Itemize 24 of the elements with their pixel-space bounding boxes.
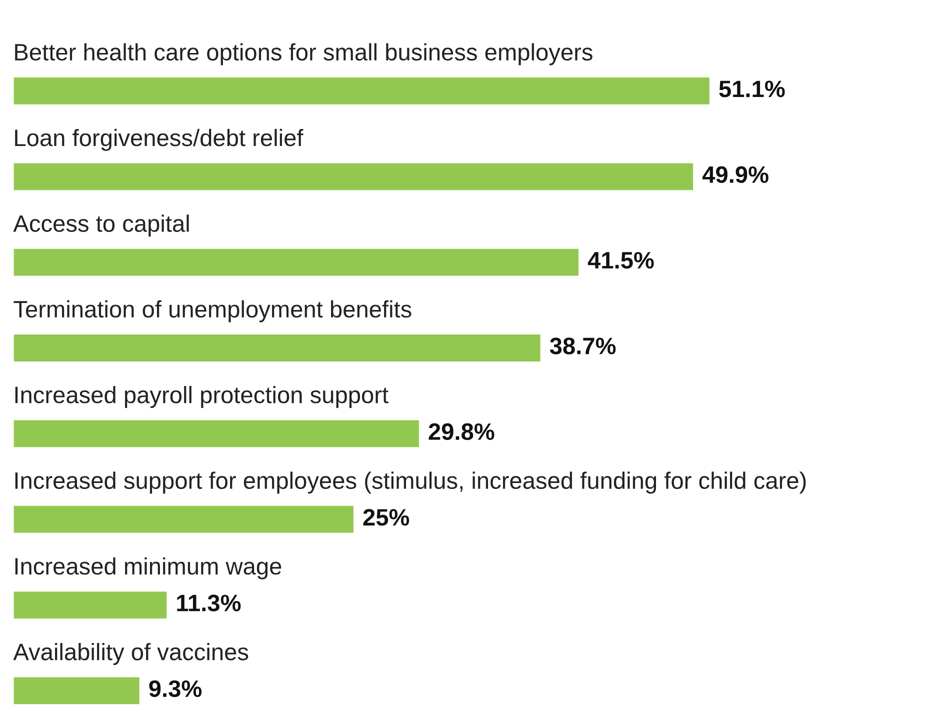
y-tick-label: Availability of vaccines bbox=[13, 643, 248, 666]
bar bbox=[13, 333, 542, 363]
y-tick-label: Access to capital bbox=[13, 214, 189, 237]
y-tick-label: Termination of unemployment benefits bbox=[14, 300, 412, 322]
bar bbox=[13, 590, 168, 620]
bar bbox=[13, 76, 711, 106]
y-tick-label: Increased support for employees (stimulus, increased funding for child care) bbox=[15, 472, 806, 494]
bar bbox=[13, 418, 420, 449]
data-label: 49.9% bbox=[702, 166, 768, 183]
data-label: 38.7% bbox=[550, 338, 616, 354]
data-label: 25% bbox=[363, 508, 410, 526]
y-tick-label: Better health care options for small business employers bbox=[15, 43, 592, 66]
bar bbox=[13, 676, 141, 706]
bar bbox=[13, 504, 355, 534]
y-tick-label: Increased minimum wage bbox=[15, 557, 282, 580]
bar bbox=[13, 247, 580, 278]
data-label: 9.3% bbox=[149, 680, 202, 698]
y-tick-label: Loan forgiveness/debt relief bbox=[15, 128, 304, 151]
y-tick-label: Increased payroll protection support bbox=[15, 386, 388, 408]
data-label: 51.1% bbox=[719, 80, 785, 98]
data-label: 11.3% bbox=[177, 594, 241, 612]
data-label: 41.5% bbox=[588, 252, 654, 269]
bar bbox=[13, 162, 694, 192]
data-label: 29.8% bbox=[428, 423, 494, 440]
